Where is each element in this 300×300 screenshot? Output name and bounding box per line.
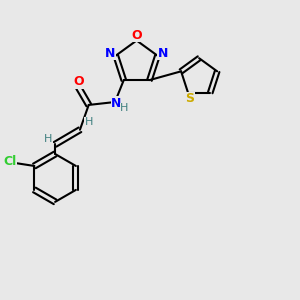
Text: Cl: Cl bbox=[3, 155, 16, 168]
Text: H: H bbox=[120, 103, 128, 113]
Text: H: H bbox=[85, 118, 93, 128]
Text: S: S bbox=[185, 92, 194, 106]
Text: O: O bbox=[73, 75, 84, 88]
Text: N: N bbox=[111, 97, 122, 110]
Text: O: O bbox=[131, 29, 142, 42]
Text: N: N bbox=[105, 47, 116, 60]
Text: H: H bbox=[44, 134, 52, 143]
Text: N: N bbox=[158, 47, 168, 60]
